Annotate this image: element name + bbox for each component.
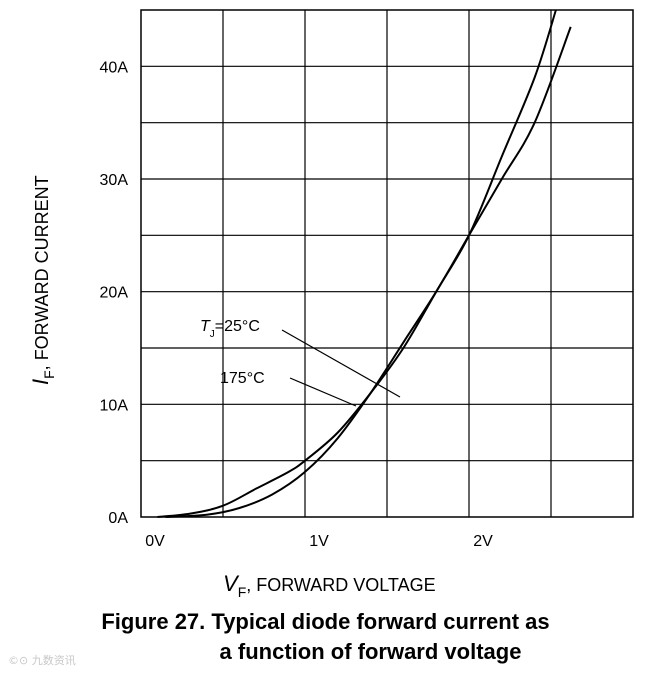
y-axis-text: , FORWARD CURRENT [32,175,52,370]
y-axis-symbol: I [28,379,53,385]
watermark: ©⊙ 九数资讯 [8,654,76,667]
y-axis-subscript: F [41,370,57,379]
x-tick-label: 2V [473,533,493,550]
grid [141,10,633,517]
x-tick-labels: 0V 1V 2V [145,533,493,550]
y-tick-labels: 0A 10A 20A 30A 40A [100,59,129,527]
series-label: TJ=25°C [200,318,260,340]
series-label: 175°C [220,370,265,387]
x-axis-subscript: F [238,584,247,600]
y-tick-label: 10A [100,397,129,414]
y-tick-label: 0A [108,510,128,527]
series-label-leader-line [281,329,401,398]
series-labels: TJ=25°C 175°C [200,318,401,407]
x-axis-symbol: V [223,571,240,596]
figure-caption-line-1: Figure 27. Typical diode forward current… [101,609,550,634]
series-lines [157,9,572,518]
y-tick-label: 20A [100,285,129,302]
series-label-subscript: J [210,329,215,340]
y-tick-label: 40A [100,59,129,76]
y-axis-label: IF, FORWARD CURRENT [28,175,57,385]
x-tick-label: 1V [309,533,329,550]
figure-caption-line-2: a function of forward voltage [219,639,522,664]
series-label-leader-line [289,377,357,407]
series-label-text: =25°C [215,318,260,335]
x-tick-label: 0V [145,533,165,550]
series-label-symbol: T [200,318,211,335]
x-axis-label: VF, FORWARD VOLTAGE [223,571,436,600]
y-tick-label: 30A [100,172,129,189]
x-axis-text: , FORWARD VOLTAGE [246,575,435,595]
series-line-tj-25c [165,26,572,518]
series-line-175c [157,9,557,518]
